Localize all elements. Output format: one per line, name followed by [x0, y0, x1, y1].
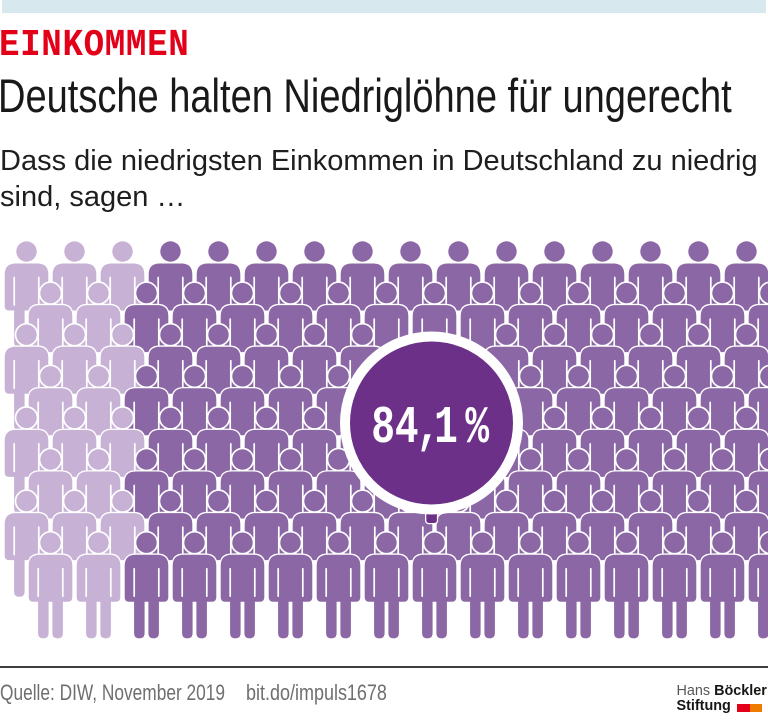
svg-text:84,1%: 84,1%	[371, 399, 490, 459]
